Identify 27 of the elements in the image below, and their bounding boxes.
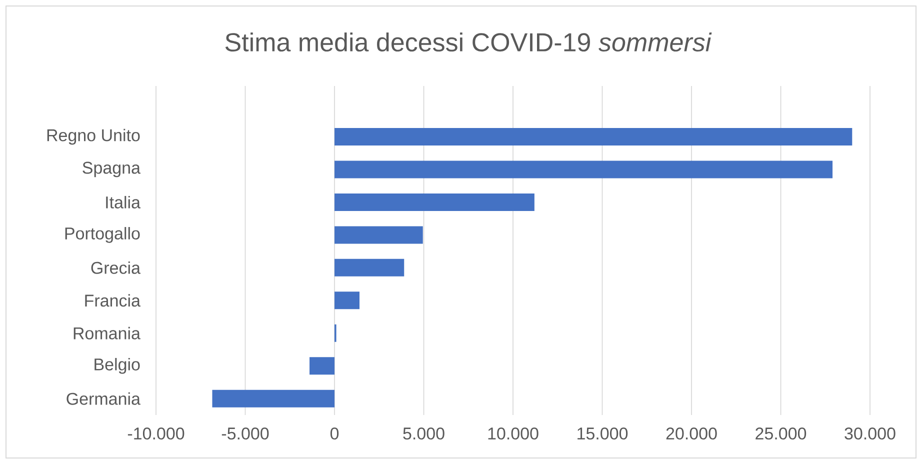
y-tick-label: Italia bbox=[106, 196, 140, 208]
x-tick-label: -5.000 bbox=[222, 428, 269, 440]
y-tick-label: Portogallo bbox=[65, 227, 140, 243]
bar bbox=[310, 357, 335, 375]
x-tick-label: 30.000 bbox=[844, 428, 896, 440]
y-tick-label: Regno Unito bbox=[47, 128, 140, 145]
x-tick-label: 10.000 bbox=[488, 428, 538, 440]
y-tick-label: Belgio bbox=[94, 358, 140, 374]
y-tick-label: Francia bbox=[85, 294, 140, 307]
bar bbox=[334, 160, 833, 178]
y-tick-label: Germania bbox=[66, 392, 140, 405]
x-tick-label: 0 bbox=[330, 428, 339, 440]
bar bbox=[334, 193, 534, 211]
bar bbox=[334, 226, 423, 244]
x-tick-label: -10.000 bbox=[128, 428, 184, 440]
x-tick-label: 5.000 bbox=[403, 428, 444, 440]
x-tick-label: 20.000 bbox=[666, 428, 717, 440]
bar bbox=[334, 292, 360, 310]
bar bbox=[334, 128, 852, 146]
bar bbox=[334, 258, 404, 276]
y-tick-label: Spagna bbox=[82, 162, 140, 178]
y-tick-label: Grecia bbox=[91, 261, 140, 274]
y-tick-label: Romania bbox=[74, 326, 140, 340]
bar bbox=[212, 390, 335, 408]
x-tick-label: 25.000 bbox=[756, 428, 806, 440]
chart-title: Stima media decessi COVID-19 sommersi bbox=[225, 32, 712, 52]
x-tick-label: 15.000 bbox=[578, 428, 628, 440]
